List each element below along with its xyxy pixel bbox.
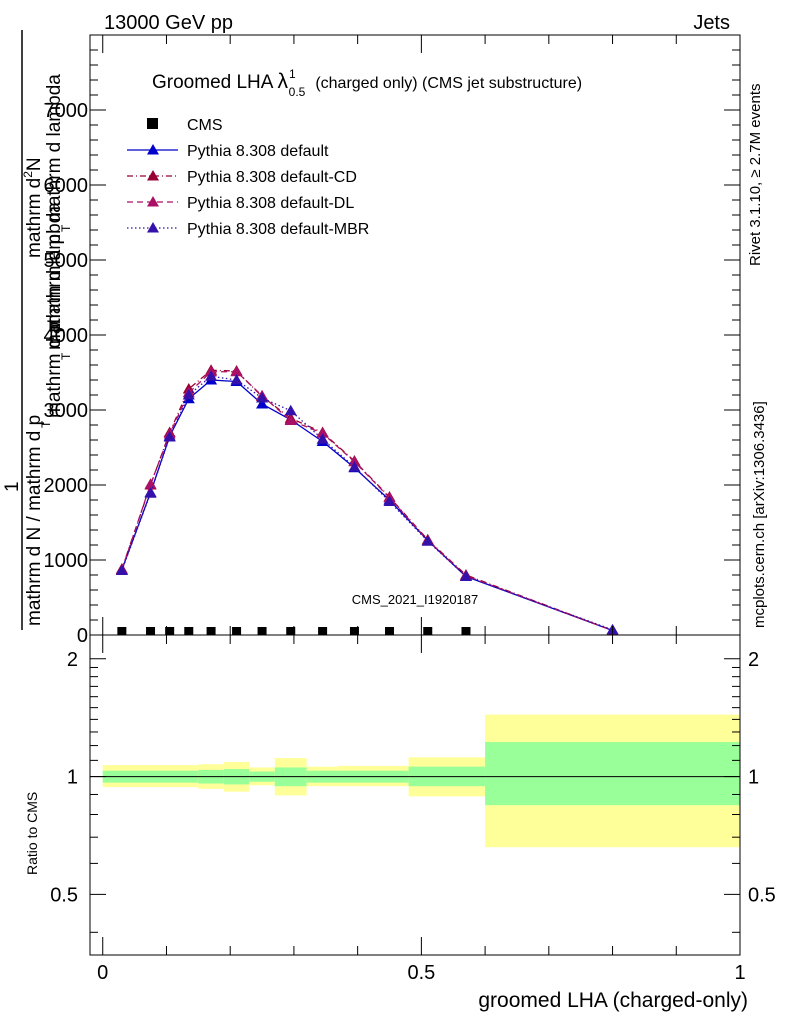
main-y-ticks: 0 1000 2000 3000 4000 5000 6000 7000	[44, 49, 740, 647]
series-4-point-1	[144, 487, 157, 498]
series-3-point-1	[144, 478, 157, 489]
ratio-uncertainty-bands	[102, 714, 740, 848]
cms-data-points	[117, 627, 471, 635]
svg-text:T: T	[59, 224, 73, 232]
rivet-label: Rivet 3.1.10, ≥ 2.7M events	[747, 84, 764, 267]
main-y-tick-label-7: 7000	[44, 100, 89, 122]
ratio-y-tick-label-1: 1	[67, 767, 78, 789]
series-3-point-7	[284, 414, 297, 425]
cms-point-6	[257, 627, 267, 635]
series-4-point-4	[205, 370, 218, 381]
legend-marker-3	[147, 196, 159, 207]
svg-text:mathrm d lambda: mathrm d lambda	[44, 74, 65, 222]
series-line-3	[121, 371, 613, 632]
main-title: Groomed LHA λ1 0.5 (charged only) (CMS jet …	[152, 67, 582, 99]
main-y-tick-label-1: 1000	[44, 550, 89, 572]
main-y-tick-label-4: 4000	[44, 325, 89, 347]
series-3-point-5	[230, 365, 243, 377]
ratio-ylabel: Ratio to CMS	[24, 792, 40, 875]
cms-point-3	[184, 627, 194, 635]
main-y-tick-label-5: 5000	[44, 250, 89, 272]
analysis-id: CMS_2021_I1920187	[352, 592, 479, 607]
legend-label-3: Pythia 8.308 default-DL	[187, 195, 354, 212]
x-ticks: 0 0.5 1	[97, 35, 746, 984]
series-4-point-3	[182, 389, 195, 400]
legend: CMS Pythia 8.308 default Pythia 8.308 defa…	[127, 117, 369, 238]
svg-text:mathrm d2N: mathrm d2N	[21, 157, 45, 258]
cms-point-0	[117, 627, 127, 635]
series-4-point-11	[421, 535, 434, 546]
cms-point-12	[461, 627, 471, 635]
mcplots-label: mcplots.cern.ch [arXiv:1306.3436]	[751, 401, 768, 628]
legend-label-4: Pythia 8.308 default-MBR	[187, 221, 369, 238]
x-tick-label-2: 1	[734, 962, 745, 984]
cms-point-5	[232, 627, 242, 635]
cms-point-10	[385, 627, 395, 635]
cms-point-2	[165, 627, 175, 635]
cms-point-4	[206, 627, 216, 635]
main-y-tick-label-0: 0	[77, 625, 88, 647]
series-4-point-2	[163, 431, 176, 442]
series-4-point-0	[115, 564, 128, 575]
main-ylabel: mathrm d2N mathrm d p T mathrm d lambda …	[2, 30, 73, 630]
ratio-y-tick-label-right-1: 1	[748, 767, 759, 789]
cms-point-7	[286, 627, 296, 635]
main-y-tick-label-3: 3000	[44, 400, 89, 422]
svg-text:mathrm d p: mathrm d p	[44, 322, 65, 418]
x-tick-label-0: 0	[97, 962, 108, 984]
cms-point-8	[318, 627, 328, 635]
legend-label-0: CMS	[187, 117, 223, 134]
legend-marker-0	[147, 118, 158, 129]
x-tick-label-1: 0.5	[407, 962, 435, 984]
main-series-lines	[115, 364, 619, 635]
legend-marker-4	[147, 222, 159, 233]
series-1-point-6	[256, 398, 269, 409]
svg-text:T: T	[39, 420, 53, 428]
ratio-frame	[89, 634, 741, 956]
series-4-point-8	[316, 433, 329, 444]
series-3-point-8	[316, 427, 329, 438]
cms-point-9	[349, 627, 359, 635]
series-4-point-5	[230, 374, 243, 385]
series-4-point-6	[256, 392, 269, 403]
svg-text:mathrm d N / mathrm d p: mathrm d N / mathrm d p	[24, 415, 45, 626]
ratio-y-ticks: 0.5 0.5 1 1 2 2	[50, 649, 776, 933]
svg-text:mathrm d p: mathrm d p	[44, 234, 65, 330]
series-4-point-7	[284, 404, 297, 416]
main-y-tick-label-2: 2000	[44, 475, 89, 497]
svg-text:mathrm d lambda: mathrm d lambda	[44, 202, 65, 350]
cms-point-11	[423, 627, 433, 635]
legend-marker-1	[147, 144, 159, 155]
header-energy: 13000 GeV pp	[104, 12, 233, 34]
series-4-point-10	[383, 495, 396, 506]
series-4-point-12	[459, 570, 472, 581]
ratio-y-tick-label-0: 0.5	[50, 884, 78, 906]
ratio-y-tick-label-right-2: 2	[748, 649, 759, 671]
cms-point-1	[146, 627, 156, 635]
series-4-point-9	[348, 461, 361, 472]
ratio-y-tick-label-2: 2	[67, 649, 78, 671]
legend-label-2: Pythia 8.308 default-CD	[187, 169, 357, 186]
legend-label-1: Pythia 8.308 default	[187, 143, 329, 160]
svg-text:T: T	[59, 352, 73, 360]
legend-marker-2	[147, 170, 159, 181]
main-y-tick-label-6: 6000	[44, 175, 89, 197]
svg-text:1: 1	[2, 481, 23, 492]
x-axis-label: groomed LHA (charged-only)	[478, 989, 748, 1012]
header-jets: Jets	[693, 12, 730, 34]
ratio-plot	[89, 634, 741, 956]
ratio-y-tick-label-right-0: 0.5	[748, 884, 776, 906]
inner-band-8	[485, 742, 740, 806]
